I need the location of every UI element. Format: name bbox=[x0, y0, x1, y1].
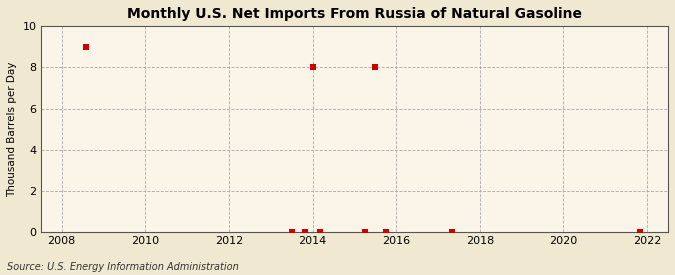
Point bbox=[300, 230, 310, 234]
Point bbox=[446, 230, 457, 234]
Point bbox=[634, 230, 645, 234]
Point bbox=[307, 65, 318, 70]
Point bbox=[80, 45, 91, 49]
Title: Monthly U.S. Net Imports From Russia of Natural Gasoline: Monthly U.S. Net Imports From Russia of … bbox=[127, 7, 582, 21]
Point bbox=[315, 230, 325, 234]
Point bbox=[370, 65, 381, 70]
Text: Source: U.S. Energy Information Administration: Source: U.S. Energy Information Administ… bbox=[7, 262, 238, 272]
Point bbox=[359, 230, 370, 234]
Point bbox=[286, 230, 297, 234]
Point bbox=[380, 230, 391, 234]
Y-axis label: Thousand Barrels per Day: Thousand Barrels per Day bbox=[7, 61, 17, 197]
